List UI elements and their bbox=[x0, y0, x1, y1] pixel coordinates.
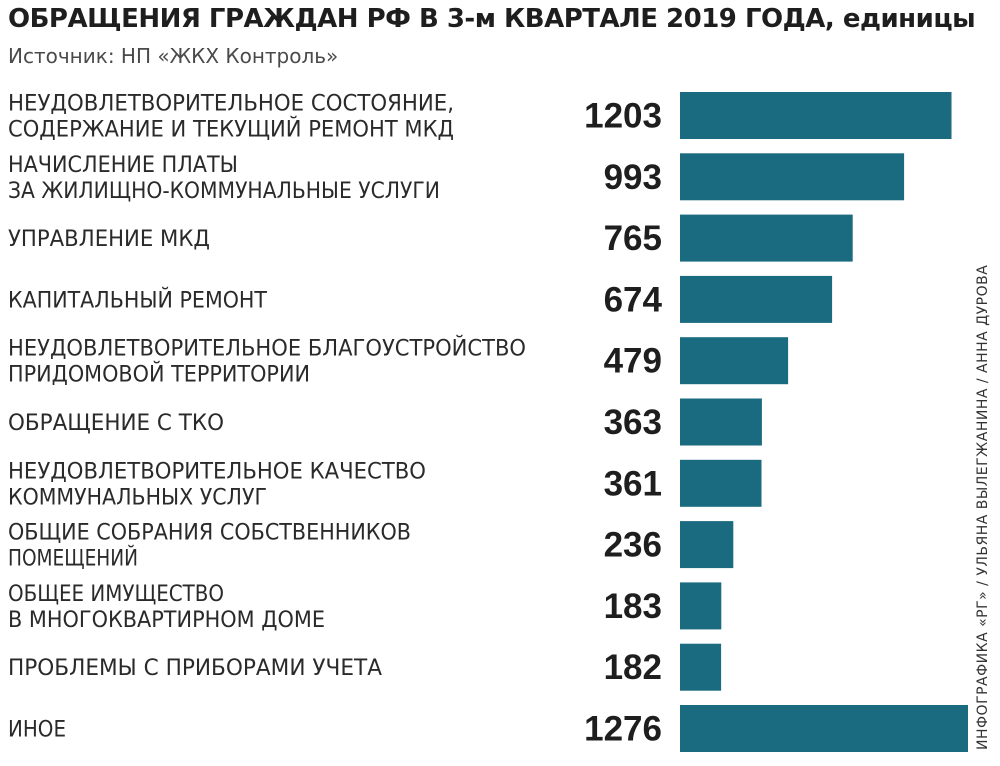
bar-0 bbox=[680, 92, 952, 139]
value-label-2: 765 bbox=[604, 219, 662, 258]
category-label-9-line-0: ПРОБЛЕМЫ С ПРИБОРАМИ УЧЕТА bbox=[8, 656, 382, 681]
bar-4 bbox=[680, 337, 789, 385]
value-label-6: 361 bbox=[604, 464, 662, 503]
category-label-0-line-0: НЕУДОВЛЕТВОРИТЕЛЬНОЕ СОСТОЯНИЕ, bbox=[8, 92, 454, 117]
category-label-2-line-0: УПРАВЛЕНИЕ МКД bbox=[8, 227, 210, 252]
value-label-3: 674 bbox=[604, 280, 663, 319]
category-label-4-line-1: ПРИДОМОВОЙ ТЕРРИТОРИИ bbox=[8, 362, 310, 388]
category-label-1-line-0: НАЧИСЛЕНИЕ ПЛАТЫ bbox=[8, 153, 238, 178]
bar-3 bbox=[680, 275, 833, 323]
value-label-7: 236 bbox=[604, 526, 662, 565]
bar-1 bbox=[680, 153, 905, 201]
value-label-5: 363 bbox=[604, 403, 662, 442]
chart-title: ОБРАЩЕНИЯ ГРАЖДАН РФ В 3-м КВАРТАЛЕ 2019… bbox=[8, 4, 976, 34]
value-label-8: 183 bbox=[604, 587, 662, 626]
category-label-6-line-0: НЕУДОВЛЕТВОРИТЕЛЬНОЕ КАЧЕСТВО bbox=[8, 459, 426, 484]
bar-2 bbox=[680, 214, 853, 262]
category-label-4-line-0: НЕУДОВЛЕТВОРИТЕЛЬНОЕ БЛАГОУСТРОЙСТВО bbox=[8, 336, 526, 362]
value-label-1: 993 bbox=[604, 158, 662, 197]
bar-6 bbox=[680, 459, 762, 507]
category-label-5-line-0: ОБРАЩЕНИЕ С ТКО bbox=[8, 411, 224, 436]
infographic-credit: ИНФОГРАФИКА «РГ» / УЛЬЯНА ВЫЛЕГЖАНИНА / … bbox=[975, 264, 991, 750]
category-label-7-line-0: ОБЩИЕ СОБРАНИЯ СОБСТВЕННИКОВ bbox=[8, 521, 411, 546]
value-label-0: 1203 bbox=[584, 97, 662, 136]
bar-5 bbox=[680, 398, 762, 446]
value-label-4: 479 bbox=[604, 342, 662, 381]
category-label-8-line-1: В МНОГОКВАРТИРНОМ ДОМЕ bbox=[8, 608, 325, 633]
bar-7 bbox=[680, 521, 734, 569]
chart-source: Источник: НП «ЖКХ Контроль» bbox=[8, 44, 339, 68]
category-label-0-line-1: СОДЕРЖАНИЕ И ТЕКУЩИЙ РЕМОНТ МКД bbox=[8, 117, 454, 143]
category-label-1-line-1: ЗА ЖИЛИЩНО-КОММУНАЛЬНЫЕ УСЛУГИ bbox=[8, 179, 440, 204]
category-label-3-line-0: КАПИТАЛЬНЫЙ РЕМОНТ bbox=[8, 287, 268, 313]
category-label-10-line-0: ИНОЕ bbox=[8, 718, 66, 743]
category-label-7-line-1: ПОМЕЩЕНИЙ bbox=[8, 546, 138, 572]
bar-8 bbox=[680, 582, 722, 630]
value-label-9: 182 bbox=[604, 648, 662, 687]
bar-9 bbox=[680, 643, 722, 691]
category-label-6-line-1: КОММУНАЛЬНЫХ УСЛУГ bbox=[8, 485, 267, 510]
bar-10 bbox=[680, 705, 968, 752]
value-label-10: 1276 bbox=[584, 710, 662, 749]
category-label-8-line-0: ОБЩЕЕ ИМУЩЕСТВО bbox=[8, 582, 224, 607]
